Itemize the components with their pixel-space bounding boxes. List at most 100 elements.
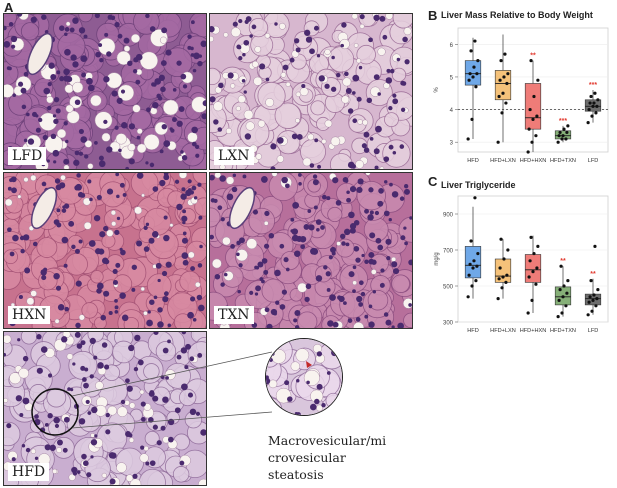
tissue-cell [20, 22, 40, 41]
cell-nucleus [187, 34, 192, 39]
cell-nucleus [299, 235, 307, 243]
y-axis-label: % [434, 87, 440, 93]
cell-nucleus [26, 112, 30, 117]
cell-nucleus [151, 82, 156, 87]
cell-nucleus [281, 176, 288, 184]
lipid-vacuole [187, 251, 195, 259]
cell-nucleus [367, 214, 374, 221]
cell-nucleus [165, 49, 172, 56]
tissue-cell [143, 363, 160, 380]
box-iqr [464, 60, 482, 86]
cell-nucleus [305, 36, 313, 43]
data-point [469, 239, 473, 243]
cell-nucleus [101, 342, 108, 348]
x-tick-label: HFD+LXN [490, 158, 516, 164]
data-point [505, 273, 509, 277]
cell-nucleus [309, 163, 315, 168]
cell-nucleus [78, 151, 84, 156]
cell-nucleus [400, 80, 406, 86]
cell-nucleus [379, 282, 385, 288]
lipid-vacuole [271, 173, 278, 177]
lipid-vacuole [371, 269, 377, 275]
tissue-cell [29, 384, 48, 403]
data-point [502, 75, 506, 79]
cell-nucleus [296, 133, 303, 140]
cell-nucleus [67, 387, 71, 391]
cell-nucleus [357, 178, 364, 185]
cell-nucleus [283, 257, 289, 263]
cell-nucleus [83, 460, 89, 467]
data-point [501, 275, 505, 279]
cell-nucleus [194, 144, 200, 150]
cell-nucleus [47, 105, 52, 111]
blood-vessel [30, 186, 58, 230]
cell-nucleus [162, 347, 169, 354]
cell-nucleus [284, 380, 290, 386]
cell-nucleus [305, 283, 312, 290]
cell-nucleus [231, 186, 238, 193]
lipid-vacuole [253, 76, 263, 86]
data-point [557, 298, 561, 302]
data-point [534, 282, 538, 286]
cell-nucleus [104, 259, 110, 265]
cell-nucleus [364, 259, 369, 264]
cell-nucleus [88, 240, 96, 247]
cell-nucleus [22, 397, 30, 405]
cell-nucleus [99, 58, 104, 63]
cell-nucleus [296, 379, 300, 383]
cell-nucleus [64, 48, 71, 56]
cell-nucleus [294, 38, 300, 44]
data-point [497, 277, 501, 281]
cell-nucleus [122, 192, 127, 197]
data-point [466, 295, 470, 299]
cell-nucleus [57, 304, 65, 311]
cell-nucleus [289, 57, 295, 63]
cell-nucleus [157, 321, 164, 328]
cell-nucleus [87, 84, 95, 92]
lipid-vacuole [141, 193, 145, 198]
lipid-vacuole [106, 229, 114, 237]
data-point [505, 81, 509, 86]
cell-nucleus [78, 27, 86, 34]
cell-nucleus [59, 76, 65, 82]
tissue-cell [280, 251, 300, 271]
cell-nucleus [291, 133, 298, 140]
cell-nucleus [153, 295, 158, 300]
micrograph-hxn: HXN [3, 172, 207, 329]
cell-nucleus [388, 218, 392, 222]
cell-nucleus [336, 72, 341, 78]
cell-nucleus [159, 149, 164, 154]
cell-nucleus [187, 311, 194, 319]
cell-nucleus [226, 193, 234, 201]
cell-nucleus [285, 267, 290, 272]
data-point [475, 264, 479, 268]
y-tick-label: 5 [450, 75, 454, 81]
data-point [592, 101, 596, 105]
cell-nucleus [121, 122, 128, 129]
cell-nucleus [157, 307, 163, 313]
lipid-vacuole [330, 136, 341, 147]
cell-nucleus [76, 343, 83, 349]
cell-nucleus [308, 224, 315, 231]
lipid-vacuole [65, 104, 74, 113]
lipid-vacuole [230, 83, 236, 89]
cell-nucleus [157, 278, 161, 283]
significance-label: *** [559, 118, 567, 125]
micrograph-label: TXN [214, 306, 254, 324]
cell-nucleus [163, 140, 171, 148]
lipid-vacuole [159, 36, 168, 44]
cell-nucleus [174, 179, 180, 184]
cell-nucleus [249, 34, 253, 38]
data-point [536, 78, 540, 82]
cell-nucleus [244, 19, 249, 24]
data-point [560, 137, 564, 141]
lipid-vacuole [30, 448, 37, 454]
lipid-vacuole [285, 81, 291, 87]
cell-nucleus [134, 334, 141, 342]
data-point [475, 72, 479, 76]
cell-nucleus [96, 282, 104, 290]
cell-nucleus [136, 135, 141, 140]
cell-nucleus [331, 55, 335, 60]
cell-nucleus [293, 318, 298, 323]
